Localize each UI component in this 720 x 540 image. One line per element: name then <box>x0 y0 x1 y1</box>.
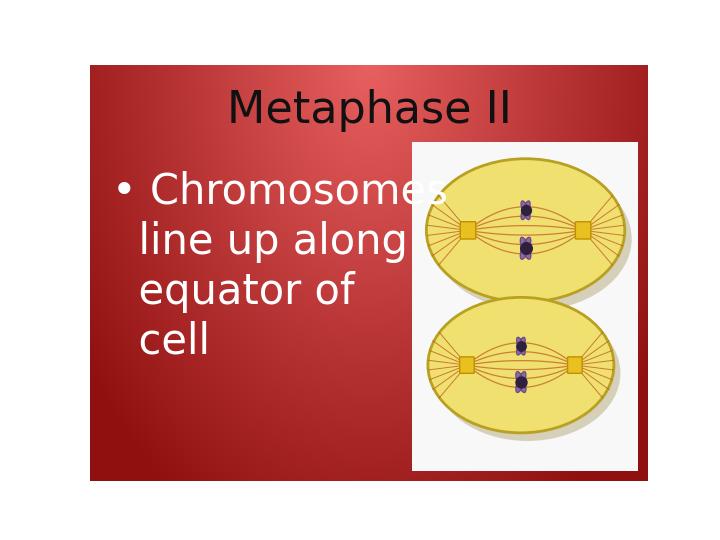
Polygon shape <box>516 372 526 393</box>
FancyBboxPatch shape <box>459 357 474 373</box>
Polygon shape <box>517 338 525 355</box>
Polygon shape <box>521 237 531 259</box>
Polygon shape <box>517 338 525 355</box>
Polygon shape <box>516 372 526 393</box>
Text: line up along: line up along <box>112 221 408 263</box>
FancyBboxPatch shape <box>575 222 591 239</box>
Polygon shape <box>521 237 531 259</box>
FancyBboxPatch shape <box>567 357 582 373</box>
Polygon shape <box>521 201 530 220</box>
Text: cell: cell <box>112 321 210 363</box>
Text: Metaphase II: Metaphase II <box>227 90 511 132</box>
Polygon shape <box>521 201 530 220</box>
Bar <box>412 142 638 471</box>
Ellipse shape <box>434 306 621 441</box>
Text: equator of: equator of <box>112 271 354 313</box>
FancyBboxPatch shape <box>460 222 476 239</box>
Text: • Chromosomes: • Chromosomes <box>112 171 448 213</box>
Ellipse shape <box>426 159 625 302</box>
Ellipse shape <box>428 298 614 433</box>
Ellipse shape <box>433 167 631 310</box>
